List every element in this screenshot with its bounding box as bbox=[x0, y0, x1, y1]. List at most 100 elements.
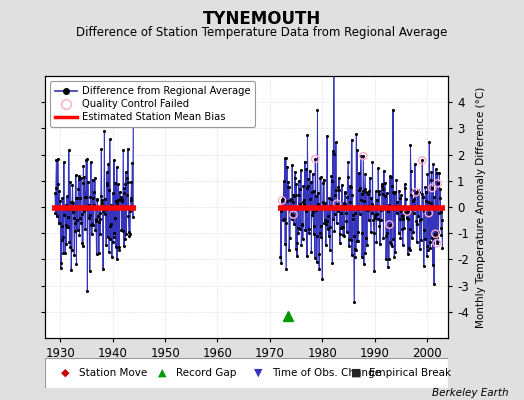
Point bbox=[402, 209, 410, 216]
Point bbox=[371, 212, 379, 218]
Point bbox=[297, 242, 305, 248]
Point bbox=[405, 209, 413, 215]
Point bbox=[84, 179, 92, 186]
Point bbox=[311, 156, 320, 162]
Point bbox=[365, 188, 373, 194]
Point bbox=[348, 252, 356, 259]
Point bbox=[369, 230, 378, 236]
Point bbox=[102, 169, 111, 176]
Point bbox=[115, 189, 124, 195]
Point bbox=[329, 216, 337, 222]
Point bbox=[302, 166, 310, 172]
Point bbox=[370, 268, 378, 274]
Point bbox=[76, 215, 84, 221]
Point bbox=[390, 254, 399, 260]
Point bbox=[322, 221, 331, 227]
Point bbox=[128, 160, 137, 166]
Point bbox=[331, 192, 340, 198]
Text: Record Gap: Record Gap bbox=[176, 368, 236, 378]
Y-axis label: Monthly Temperature Anomaly Difference (°C): Monthly Temperature Anomaly Difference (… bbox=[476, 86, 486, 328]
Point bbox=[89, 195, 97, 201]
Point bbox=[321, 217, 330, 224]
Point bbox=[283, 197, 291, 204]
Point bbox=[328, 178, 336, 184]
Point bbox=[430, 281, 438, 288]
Point bbox=[111, 215, 119, 222]
Point bbox=[323, 132, 331, 139]
Point bbox=[333, 200, 341, 207]
Point bbox=[375, 190, 383, 197]
Point bbox=[333, 208, 342, 215]
Point bbox=[436, 209, 445, 216]
Text: Berkeley Earth: Berkeley Earth bbox=[432, 388, 508, 398]
Point bbox=[325, 195, 333, 201]
Point bbox=[372, 239, 380, 245]
Point bbox=[424, 210, 433, 216]
Point bbox=[304, 183, 312, 189]
Point bbox=[413, 190, 422, 196]
Point bbox=[435, 194, 444, 201]
Point bbox=[367, 201, 376, 208]
Point bbox=[294, 178, 303, 184]
Point bbox=[354, 238, 362, 244]
Point bbox=[312, 207, 320, 213]
Point bbox=[298, 222, 307, 229]
Point bbox=[107, 221, 116, 227]
Point bbox=[380, 204, 388, 210]
Point bbox=[302, 185, 311, 191]
Point bbox=[427, 200, 435, 207]
Point bbox=[79, 243, 87, 249]
Point bbox=[63, 193, 71, 200]
Point bbox=[85, 268, 94, 274]
Point bbox=[299, 235, 307, 242]
Point bbox=[58, 237, 66, 243]
Text: TYNEMOUTH: TYNEMOUTH bbox=[203, 10, 321, 28]
Point bbox=[411, 204, 420, 211]
Point bbox=[347, 136, 356, 143]
Point bbox=[377, 217, 385, 224]
Point bbox=[438, 216, 446, 223]
Point bbox=[408, 186, 417, 193]
Point bbox=[66, 244, 74, 250]
Text: Difference of Station Temperature Data from Regional Average: Difference of Station Temperature Data f… bbox=[77, 26, 447, 39]
Point bbox=[320, 220, 329, 226]
Point bbox=[126, 208, 134, 214]
Point bbox=[276, 254, 285, 260]
Point bbox=[79, 162, 88, 169]
Point bbox=[97, 200, 106, 206]
Point bbox=[432, 240, 441, 246]
Point bbox=[403, 208, 411, 215]
Point bbox=[286, 235, 294, 242]
Point bbox=[94, 212, 103, 219]
Point bbox=[438, 232, 446, 238]
Point bbox=[389, 236, 398, 242]
Point bbox=[68, 247, 76, 253]
Point bbox=[368, 210, 376, 216]
Point bbox=[385, 201, 394, 208]
Point bbox=[422, 253, 431, 260]
Point bbox=[366, 174, 374, 181]
Point bbox=[85, 202, 93, 209]
Point bbox=[320, 200, 328, 206]
Point bbox=[428, 185, 436, 191]
Point bbox=[314, 250, 323, 257]
Point bbox=[282, 266, 290, 272]
Point bbox=[60, 203, 69, 209]
Point bbox=[288, 161, 297, 168]
Point bbox=[97, 192, 105, 199]
Point bbox=[387, 174, 396, 180]
Point bbox=[396, 216, 404, 222]
Point bbox=[101, 211, 109, 218]
Point bbox=[401, 185, 409, 192]
Point bbox=[374, 215, 382, 222]
Point bbox=[399, 212, 408, 218]
Point bbox=[366, 204, 375, 211]
Point bbox=[411, 161, 419, 168]
Point bbox=[425, 138, 433, 145]
Point bbox=[354, 206, 363, 212]
Point bbox=[108, 203, 116, 209]
Point bbox=[410, 206, 419, 213]
Point bbox=[316, 175, 324, 181]
Point bbox=[89, 222, 97, 228]
Point bbox=[392, 203, 400, 210]
